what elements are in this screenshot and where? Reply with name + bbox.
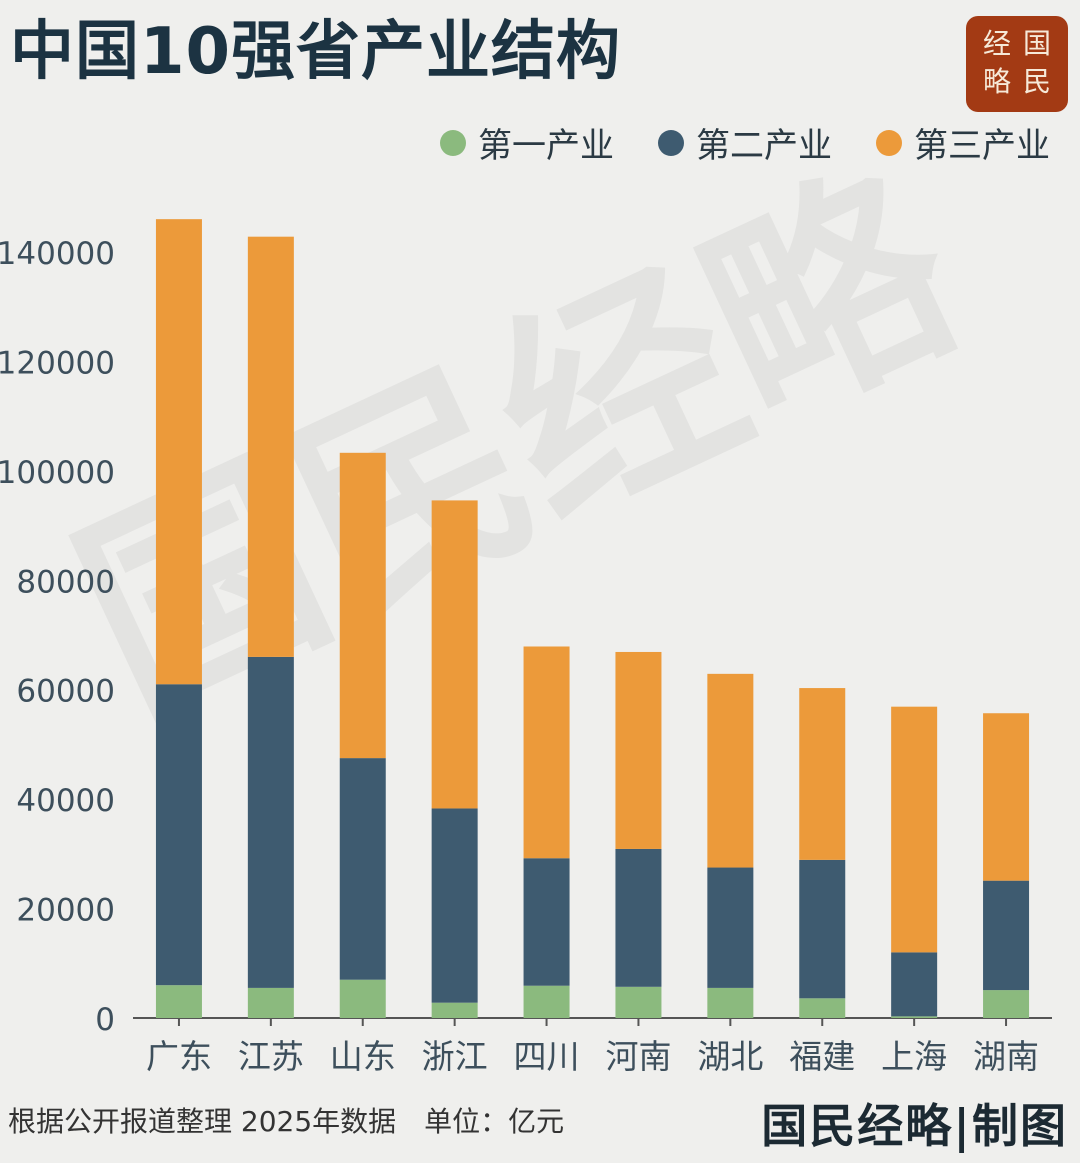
x-tick-label: 湖北: [697, 1037, 763, 1076]
bar-segment: [155, 219, 202, 685]
stacked-bar-chart: 0 20000 40000 60000 80000 100000 120000 140000 广…: [0, 219, 1052, 1076]
bar-segment: [247, 236, 294, 657]
legend: 第一产业 第二产业 第三产业: [440, 118, 1050, 167]
bar-segment: [339, 452, 386, 759]
bar-segment: [339, 758, 386, 980]
bar-segment: [707, 987, 754, 1018]
y-tick-label: 0: [95, 1002, 115, 1038]
seal-char: 略: [982, 65, 1011, 98]
legend-label: 第二产业: [696, 126, 832, 166]
x-tick-label: 福建: [789, 1037, 855, 1076]
bar-segment: [707, 673, 754, 868]
y-tick-label: 80000: [16, 564, 115, 600]
seal-char: 国: [1022, 27, 1051, 60]
bar-segment: [247, 987, 294, 1018]
bar-segment: [431, 808, 478, 1003]
bar-segment: [523, 646, 570, 859]
y-tick-label: 100000: [0, 455, 115, 491]
brand-credit: 国民经略|制图: [761, 1099, 1068, 1153]
y-tick-label: 140000: [0, 236, 115, 272]
bar-segment: [523, 985, 570, 1018]
bar-segment: [799, 998, 846, 1018]
bar-segment: [615, 848, 662, 987]
legend-label: 第三产业: [914, 126, 1050, 166]
bar-segment: [983, 990, 1030, 1018]
bar-segment: [247, 656, 294, 988]
bar-segment: [891, 1016, 938, 1018]
y-tick-label: 120000: [0, 345, 115, 381]
x-tick-label: 江苏: [238, 1037, 304, 1076]
bar-segment: [615, 651, 662, 849]
legend-item-secondary: 第二产业: [658, 118, 832, 167]
x-tick-label: 广东: [146, 1037, 212, 1076]
x-tick-label: 河南: [605, 1037, 671, 1076]
bar-segment: [523, 858, 570, 986]
bar-segment: [707, 867, 754, 988]
chart-title: 中国10强省产业结构: [10, 15, 622, 89]
bar-segment: [615, 986, 662, 1018]
bar-segment: [983, 713, 1030, 881]
y-tick-label: 40000: [16, 783, 115, 819]
y-tick-label: 60000: [16, 674, 115, 710]
x-tick-label: 山东: [330, 1037, 396, 1076]
bar-segment: [339, 979, 386, 1018]
x-tick-label: 湖南: [973, 1037, 1039, 1076]
bar-segment: [799, 688, 846, 860]
x-tick-label: 四川: [514, 1037, 580, 1076]
legend-item-primary: 第一产业: [440, 118, 614, 167]
bar-segment: [891, 706, 938, 953]
legend-dot-icon: [658, 129, 684, 156]
bar-segment: [891, 952, 938, 1017]
y-tick-label: 20000: [16, 893, 115, 929]
bar-segment: [155, 985, 202, 1018]
legend-dot-icon: [876, 129, 902, 156]
bar-segment: [799, 859, 846, 999]
bar-segment: [983, 880, 1030, 991]
bar-segment: [431, 1002, 478, 1018]
source-note: 根据公开报道整理 2025年数据 单位：亿元: [8, 1105, 565, 1138]
x-tick-label: 上海: [881, 1037, 947, 1076]
legend-item-tertiary: 第三产业: [876, 118, 1050, 167]
bar-segment: [431, 500, 478, 809]
seal-char: 经: [982, 27, 1011, 60]
bar-segment: [155, 684, 202, 986]
legend-label: 第一产业: [478, 126, 614, 166]
legend-dot-icon: [440, 129, 466, 156]
seal-char: 民: [1022, 65, 1051, 98]
x-tick-label: 浙江: [422, 1037, 488, 1076]
brand-seal: 经 国 略 民: [966, 16, 1068, 112]
